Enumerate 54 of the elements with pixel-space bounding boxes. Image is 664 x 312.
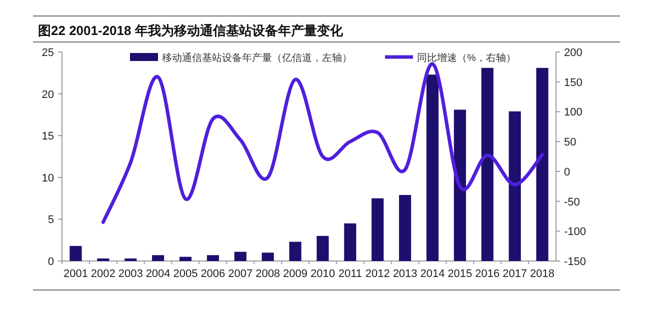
bar (399, 194, 412, 261)
bar (289, 242, 302, 261)
bar (481, 68, 494, 261)
bar (262, 252, 274, 261)
y-tick-label: 20 (42, 88, 54, 101)
y2-tick-label: -100 (564, 226, 586, 238)
legend-label: 同比增速（%，右轴） (417, 52, 516, 64)
bar (316, 236, 329, 261)
x-tick-label: 2002 (90, 268, 116, 280)
y-tick-label: 0 (48, 256, 54, 268)
x-tick-label: 2006 (200, 268, 226, 280)
bar (372, 198, 384, 261)
bar (152, 255, 164, 261)
y2-tick-label: 200 (564, 47, 582, 59)
x-tick-label: 2009 (283, 268, 308, 280)
x-tick-label: 2014 (420, 268, 445, 280)
bar (426, 74, 439, 261)
x-tick-label: 2017 (502, 268, 528, 280)
x-tick-label: 2005 (173, 268, 198, 280)
x-tick-label: 2010 (310, 268, 335, 280)
y2-tick-label: -50 (564, 196, 580, 208)
y2-tick-label: 100 (564, 106, 582, 119)
bar (97, 258, 110, 261)
bar (508, 111, 521, 261)
y2-tick-label: -150 (564, 256, 586, 268)
y2-tick-label: 150 (564, 76, 582, 89)
y-tick-label: 25 (42, 47, 54, 59)
bar (70, 246, 82, 261)
y-tick-label: 15 (42, 130, 54, 143)
x-tick-label: 2012 (365, 268, 390, 280)
y2-tick-label: 50 (564, 136, 576, 149)
bar (234, 252, 246, 261)
chart-title: 图22 2001-2018 年我为移动通信基站设备年产量变化 (38, 23, 344, 38)
x-tick-label: 2007 (228, 268, 253, 280)
y2-tick-label: 0 (564, 166, 570, 178)
bar (344, 223, 356, 261)
x-tick-label: 2016 (475, 268, 500, 280)
x-tick-label: 2015 (448, 268, 472, 280)
x-tick-label: 2004 (146, 268, 170, 280)
x-tick-label: 2001 (63, 268, 88, 280)
x-tick-label: 2008 (256, 268, 280, 280)
bar (454, 110, 466, 261)
bar (124, 258, 137, 261)
x-tick-label: 2003 (118, 268, 143, 280)
x-tick-label: 2018 (530, 268, 555, 280)
x-tick-label: 2011 (338, 268, 362, 280)
x-tick-label: 2013 (392, 268, 418, 280)
bar (206, 255, 219, 261)
bar (179, 256, 192, 261)
y-tick-label: 5 (48, 214, 54, 226)
line-series (101, 62, 544, 224)
legend-label: 移动通信基站设备年产量（亿信道，左轴） (162, 52, 352, 64)
bar (536, 68, 548, 261)
y-tick-label: 10 (42, 172, 54, 184)
